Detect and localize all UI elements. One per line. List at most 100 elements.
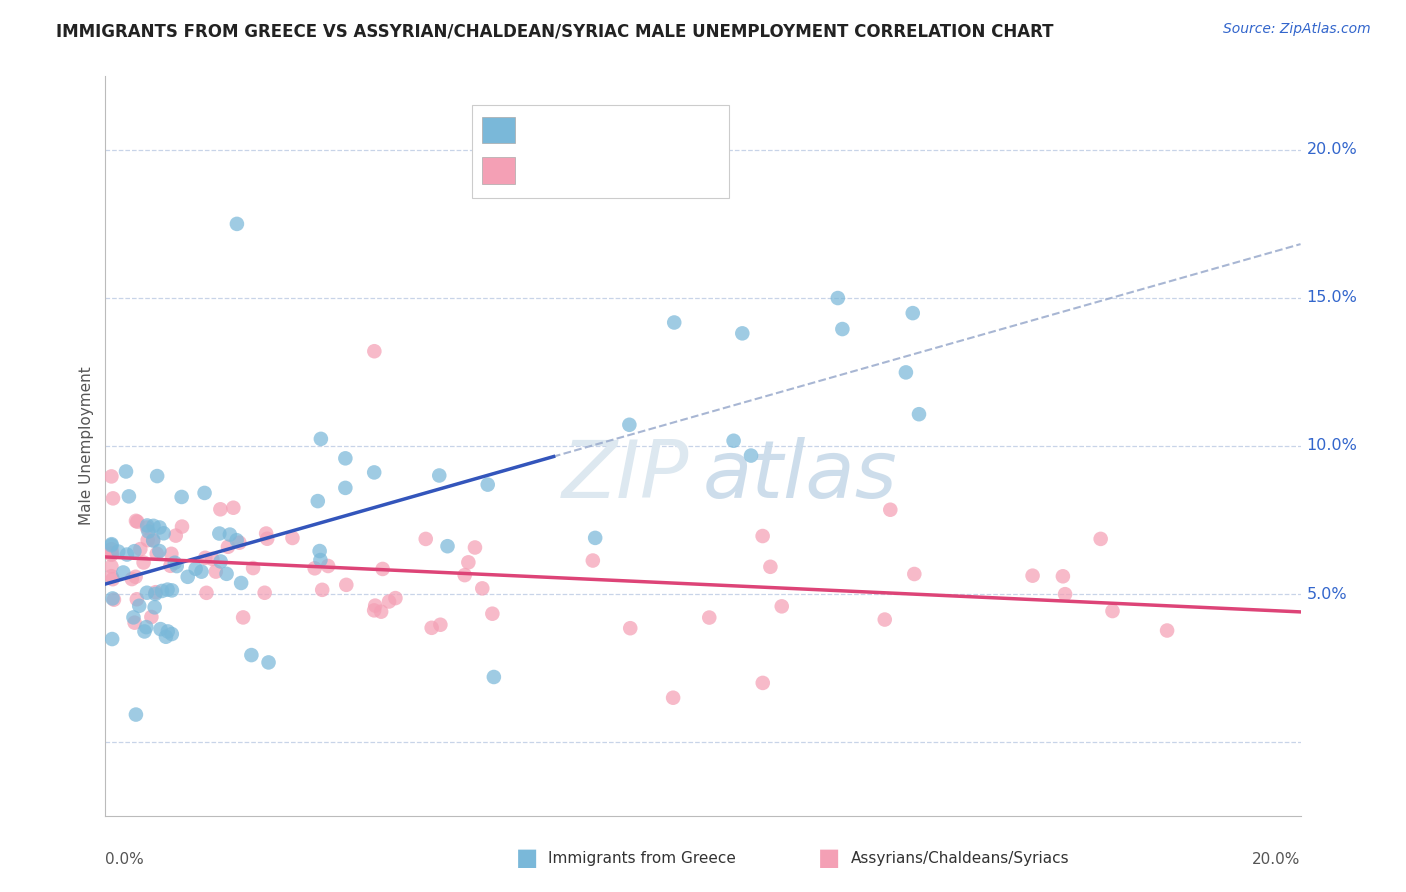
Point bbox=[415, 532, 437, 546]
Point bbox=[335, 481, 357, 495]
Point bbox=[304, 561, 326, 575]
Text: ■: ■ bbox=[516, 847, 538, 870]
Text: ■: ■ bbox=[818, 847, 841, 870]
Point bbox=[619, 621, 641, 635]
Point bbox=[363, 603, 385, 617]
Point bbox=[136, 533, 159, 548]
Point bbox=[427, 468, 450, 483]
Point bbox=[195, 586, 218, 600]
Point bbox=[477, 477, 499, 491]
Point bbox=[254, 526, 277, 541]
FancyBboxPatch shape bbox=[482, 157, 516, 184]
Point bbox=[363, 466, 385, 480]
Point bbox=[1156, 624, 1178, 638]
Point bbox=[759, 559, 782, 574]
Point bbox=[831, 322, 853, 336]
Point bbox=[101, 546, 124, 560]
Point bbox=[225, 217, 249, 231]
Point bbox=[664, 316, 686, 330]
Point bbox=[100, 548, 122, 562]
Point bbox=[232, 610, 254, 624]
Point bbox=[228, 535, 250, 549]
Point bbox=[145, 547, 167, 561]
Point bbox=[115, 465, 138, 479]
Text: R = -0.078: R = -0.078 bbox=[524, 161, 623, 179]
Point bbox=[471, 582, 494, 596]
Text: 0.0%: 0.0% bbox=[105, 852, 145, 867]
Point bbox=[308, 544, 330, 558]
Point bbox=[127, 515, 149, 529]
Point bbox=[242, 561, 264, 575]
Text: 20.0%: 20.0% bbox=[1306, 143, 1357, 157]
Point bbox=[160, 627, 183, 641]
FancyBboxPatch shape bbox=[482, 117, 516, 144]
Point bbox=[1090, 532, 1112, 546]
Point bbox=[827, 291, 849, 305]
Point bbox=[482, 670, 505, 684]
Point bbox=[166, 559, 188, 574]
Point bbox=[464, 541, 486, 555]
Point bbox=[217, 540, 239, 554]
Point bbox=[152, 526, 174, 541]
Point bbox=[1021, 568, 1043, 582]
Point bbox=[100, 537, 122, 551]
Point bbox=[240, 648, 263, 662]
Point bbox=[145, 585, 167, 599]
Point bbox=[582, 553, 605, 567]
Point bbox=[204, 565, 226, 579]
Point bbox=[384, 591, 406, 606]
Point bbox=[201, 552, 224, 566]
Point bbox=[364, 599, 387, 613]
Point bbox=[124, 544, 146, 558]
Point bbox=[420, 621, 443, 635]
Point bbox=[159, 558, 181, 573]
Point bbox=[363, 344, 385, 359]
Point bbox=[256, 532, 278, 546]
Point bbox=[136, 518, 159, 533]
Point bbox=[155, 630, 177, 644]
Point bbox=[100, 542, 122, 557]
Point bbox=[193, 486, 215, 500]
Point bbox=[143, 587, 166, 601]
Point bbox=[135, 520, 157, 534]
Point bbox=[100, 538, 122, 552]
Text: R =  0.237: R = 0.237 bbox=[524, 121, 621, 139]
Point bbox=[311, 582, 333, 597]
Point bbox=[121, 572, 143, 586]
Text: 20.0%: 20.0% bbox=[1253, 852, 1301, 867]
Point bbox=[335, 451, 357, 466]
Point bbox=[309, 553, 332, 567]
Point bbox=[751, 529, 773, 543]
Point bbox=[156, 582, 179, 597]
Point bbox=[335, 578, 357, 592]
Point bbox=[1054, 587, 1077, 601]
Point bbox=[908, 407, 931, 421]
Point bbox=[184, 562, 207, 576]
Point bbox=[165, 528, 187, 542]
Point bbox=[170, 490, 193, 504]
Point bbox=[124, 615, 146, 630]
Y-axis label: Male Unemployment: Male Unemployment bbox=[79, 367, 94, 525]
Point bbox=[142, 533, 165, 547]
Text: 5.0%: 5.0% bbox=[1306, 587, 1347, 601]
Point bbox=[740, 449, 762, 463]
Point bbox=[481, 607, 503, 621]
Point bbox=[209, 502, 232, 516]
Point bbox=[619, 417, 641, 432]
Text: 10.0%: 10.0% bbox=[1306, 439, 1357, 453]
Point bbox=[662, 690, 685, 705]
Text: Assyrians/Chaldeans/Syriacs: Assyrians/Chaldeans/Syriacs bbox=[851, 851, 1069, 865]
Text: 15.0%: 15.0% bbox=[1306, 291, 1357, 305]
Point bbox=[209, 554, 232, 568]
Text: IMMIGRANTS FROM GREECE VS ASSYRIAN/CHALDEAN/SYRIAC MALE UNEMPLOYMENT CORRELATION: IMMIGRANTS FROM GREECE VS ASSYRIAN/CHALD… bbox=[56, 22, 1053, 40]
Point bbox=[132, 556, 155, 570]
Point bbox=[378, 594, 401, 608]
Point bbox=[307, 494, 329, 508]
Point bbox=[122, 610, 145, 624]
Point bbox=[873, 613, 896, 627]
Point bbox=[129, 542, 152, 557]
Point bbox=[429, 617, 451, 632]
Point bbox=[894, 365, 917, 379]
Point bbox=[125, 707, 148, 722]
Point bbox=[454, 568, 477, 582]
